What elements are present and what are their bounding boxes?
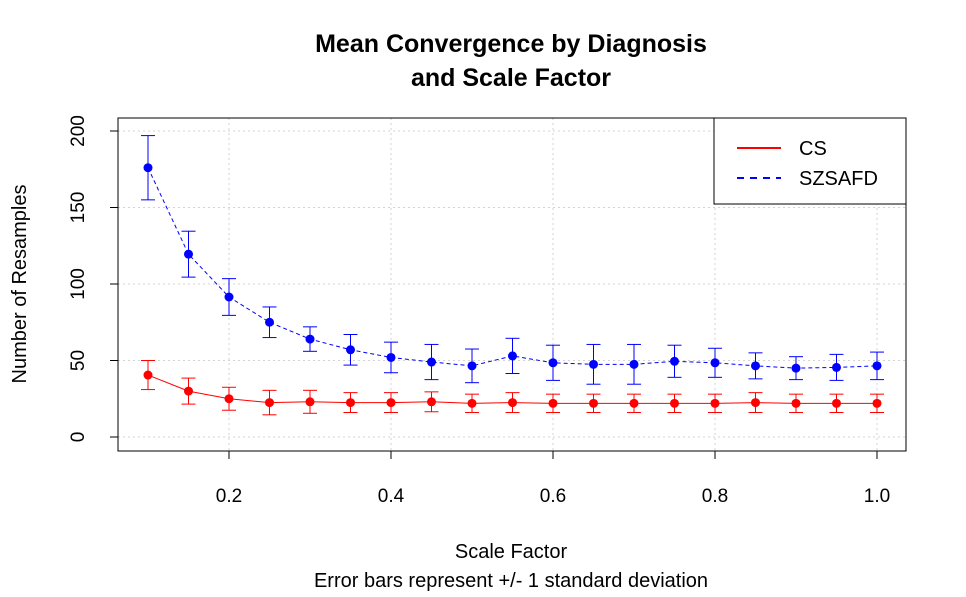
data-point — [751, 398, 760, 408]
data-point — [508, 351, 517, 361]
data-point — [710, 398, 720, 408]
data-point — [548, 398, 558, 408]
x-tick-label: 0.8 — [702, 486, 728, 507]
data-point — [265, 398, 274, 408]
x-axis-label: Scale Factor — [455, 541, 568, 563]
data-point — [710, 358, 720, 368]
data-point — [832, 398, 841, 408]
data-point — [143, 163, 153, 173]
data-point — [386, 398, 396, 408]
data-point — [670, 398, 679, 408]
series-cs — [141, 360, 884, 416]
chart-title-line1: Mean Convergence by Diagnosis — [315, 30, 707, 58]
data-point — [427, 357, 436, 367]
chart-subtitle: Error bars represent +/- 1 standard devi… — [314, 570, 708, 592]
legend: CS SZSAFD — [713, 117, 907, 205]
series-szsafd — [141, 135, 884, 385]
y-tick-label: 0 — [68, 432, 89, 443]
legend-label-cs: CS — [799, 138, 827, 160]
y-tick-label: 200 — [68, 115, 89, 147]
data-point — [589, 359, 598, 369]
data-point — [467, 361, 477, 371]
data-point — [548, 358, 558, 368]
y-tick-label: 100 — [68, 268, 89, 300]
data-point — [346, 398, 355, 408]
data-point — [791, 363, 801, 373]
data-point — [184, 386, 193, 396]
data-point — [467, 398, 477, 408]
data-point — [224, 394, 234, 404]
data-point — [265, 317, 274, 327]
chart-title-line2: and Scale Factor — [411, 64, 611, 92]
data-point — [751, 361, 760, 371]
data-point — [305, 334, 315, 344]
data-point — [427, 397, 436, 407]
y-axis: 0 50 100 150 200 — [68, 115, 119, 443]
series-layer — [141, 135, 884, 416]
data-point — [184, 249, 193, 259]
data-point — [629, 359, 639, 369]
data-point — [508, 398, 517, 408]
y-tick-label: 150 — [68, 192, 89, 224]
x-tick-label: 0.2 — [216, 486, 242, 507]
y-tick-label: 50 — [68, 350, 89, 371]
x-tick-label: 1.0 — [864, 486, 890, 507]
x-tick-label: 0.6 — [540, 486, 566, 507]
data-point — [629, 398, 639, 408]
data-point — [670, 356, 679, 366]
data-point — [872, 398, 882, 408]
data-point — [872, 361, 882, 371]
x-axis: 0.2 0.4 0.6 0.8 1.0 — [216, 450, 890, 507]
y-axis-label: Number of Resamples — [9, 185, 31, 384]
x-tick-label: 0.4 — [378, 486, 405, 507]
legend-box — [713, 117, 907, 205]
data-point — [305, 397, 315, 407]
data-point — [224, 292, 234, 302]
data-point — [589, 398, 598, 408]
data-point — [386, 352, 396, 362]
plot-frame — [117, 117, 907, 452]
data-point — [832, 362, 841, 372]
data-point — [791, 398, 801, 408]
legend-label-szsafd: SZSAFD — [799, 168, 878, 190]
data-point — [143, 370, 153, 380]
data-point — [346, 345, 355, 355]
